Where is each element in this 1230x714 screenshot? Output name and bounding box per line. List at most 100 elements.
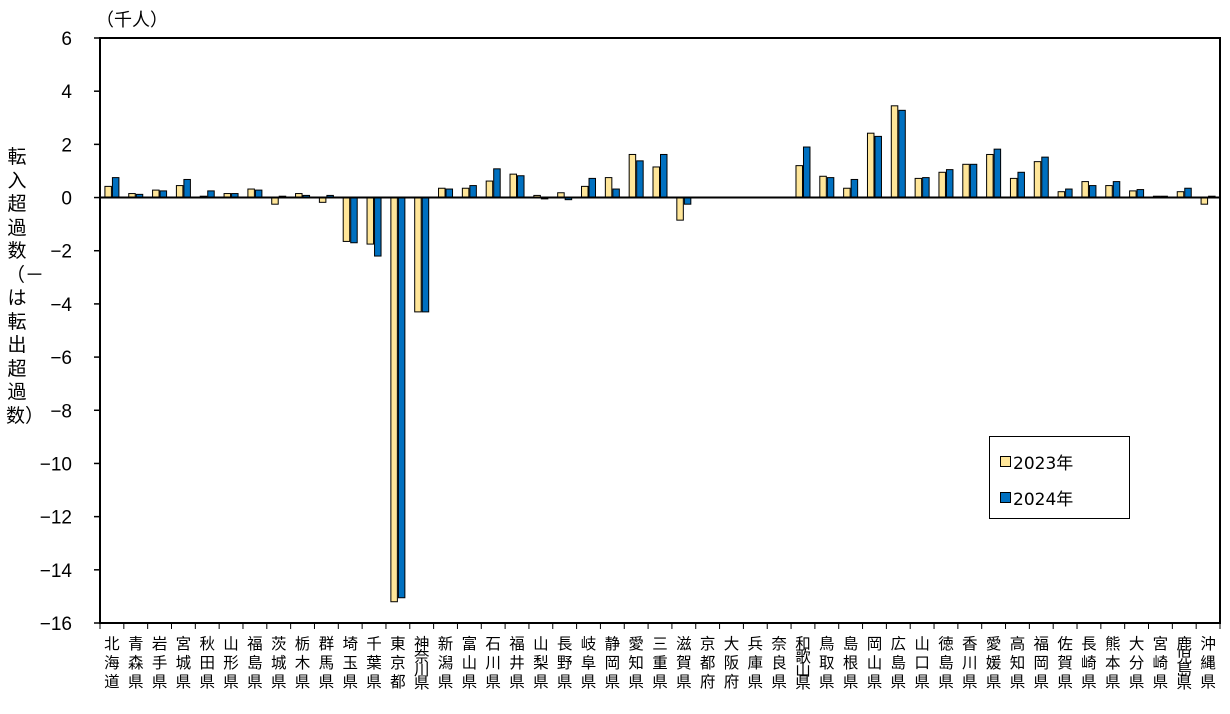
bar-2023 xyxy=(652,166,660,199)
bar-2024 xyxy=(350,197,358,244)
x-category-label: 徳島県 xyxy=(938,635,954,691)
x-category-label: 青森県 xyxy=(128,635,144,691)
bar-2024 xyxy=(111,177,120,199)
bar-2023 xyxy=(843,187,851,199)
bar-2024 xyxy=(874,135,882,199)
plot-area-border xyxy=(99,37,1221,624)
x-category-label: 岩手県 xyxy=(152,635,168,691)
y-tick-label: −4 xyxy=(50,295,72,316)
unit-label: （千人） xyxy=(96,10,168,31)
x-category-label: 東京都 xyxy=(390,635,406,691)
bar-2023 xyxy=(485,180,494,199)
x-category-label: 鳥取県 xyxy=(819,635,835,691)
y-tick-label: −2 xyxy=(50,242,72,263)
x-category-label: 佐賀県 xyxy=(1057,635,1073,691)
bar-2024 xyxy=(850,178,859,199)
x-category-label: 奈良県 xyxy=(771,635,787,691)
x-category-label: 滋賀県 xyxy=(676,635,692,691)
x-category-label: 高知県 xyxy=(1010,635,1026,691)
bar-2024 xyxy=(1112,181,1121,199)
bar-2024 xyxy=(183,178,191,199)
bar-2023 xyxy=(795,165,803,199)
x-category-label: 岡山県 xyxy=(867,635,883,691)
bar-2023 xyxy=(628,153,637,199)
bar-2023 xyxy=(962,163,970,199)
x-category-label: 山口県 xyxy=(914,635,930,691)
legend-swatch-2024 xyxy=(1000,492,1011,503)
x-category-label: 愛知県 xyxy=(628,635,644,691)
y-tick-label: −16 xyxy=(40,614,72,635)
y-tick-label: −14 xyxy=(40,561,73,582)
bar-2024 xyxy=(969,163,978,199)
y-tick-label: 2 xyxy=(61,135,72,156)
bar-2023 xyxy=(175,185,184,199)
bar-2024 xyxy=(922,177,930,199)
x-category-label: 静岡県 xyxy=(605,635,621,691)
bar-2024 xyxy=(517,175,525,199)
bar-2023 xyxy=(509,173,518,199)
bar-2023 xyxy=(438,187,446,199)
x-category-label: 島根県 xyxy=(843,635,859,691)
bar-2024 xyxy=(1041,156,1049,199)
x-category-label: 岐阜県 xyxy=(581,635,597,691)
x-category-label: 神奈川県 xyxy=(414,635,430,692)
bar-2023 xyxy=(938,171,946,199)
bar-2024 xyxy=(802,146,811,199)
x-category-label: 北海道 xyxy=(104,635,120,691)
bar-2024 xyxy=(397,197,406,599)
x-category-label: 和歌山県 xyxy=(795,635,811,692)
bar-2024 xyxy=(660,153,668,199)
x-category-label: 千葉県 xyxy=(366,635,382,691)
x-category-label: 長崎県 xyxy=(1081,635,1097,691)
y-tick-label: 4 xyxy=(61,82,72,103)
bars-group xyxy=(100,105,1220,603)
bar-2023 xyxy=(390,197,398,603)
bar-2024 xyxy=(445,188,454,199)
bar-2023 xyxy=(890,105,899,199)
bar-2023 xyxy=(152,189,160,199)
bar-2024 xyxy=(1065,188,1073,199)
bar-2023 xyxy=(1081,181,1089,199)
legend-item-2023: 2023年 xyxy=(1000,449,1073,474)
x-category-label: 埼玉県 xyxy=(342,635,358,691)
bar-2023 xyxy=(581,185,589,199)
x-category-label: 熊本県 xyxy=(1105,635,1121,691)
bar-2024 xyxy=(588,177,597,199)
x-category-label: 茨城県 xyxy=(271,635,287,691)
bar-2024 xyxy=(636,160,644,199)
bar-2023 xyxy=(1033,161,1042,199)
y-tick-label: 0 xyxy=(61,189,72,210)
bar-2024 xyxy=(898,109,906,199)
x-axis: 北海道青森県岩手県宮城県秋田県山形県福島県茨城県栃木県群馬県埼玉県千葉県東京都神… xyxy=(99,623,1221,692)
x-category-label: 京都府 xyxy=(700,635,716,691)
x-category-label: 大阪府 xyxy=(724,635,740,691)
bar-2024 xyxy=(1017,171,1025,199)
y-tick-label: 6 xyxy=(61,29,72,50)
legend-label-2024: 2024年 xyxy=(1013,490,1074,510)
bar-2024 xyxy=(945,169,954,199)
legend: 2023年 2024年 xyxy=(989,436,1130,519)
y-tick-label: −10 xyxy=(40,454,72,475)
x-category-label: 栃木県 xyxy=(295,635,311,691)
x-category-label: 群馬県 xyxy=(319,635,335,691)
x-category-label: 鹿児島県 xyxy=(1176,635,1192,692)
bar-2024 xyxy=(1136,189,1145,199)
bar-2023 xyxy=(342,197,351,242)
x-category-label: 香川県 xyxy=(962,635,978,691)
bar-2023 xyxy=(986,153,994,199)
bar-2024 xyxy=(374,197,382,257)
x-category-label: 山梨県 xyxy=(533,635,549,691)
x-category-label: 沖縄県 xyxy=(1200,635,1216,691)
bar-2023 xyxy=(604,177,613,199)
bar-2024 xyxy=(493,168,501,199)
bar-2023 xyxy=(461,187,470,199)
bar-2024 xyxy=(612,188,620,199)
bar-2023 xyxy=(676,197,684,221)
bar-2024 xyxy=(469,185,477,199)
x-category-label: 大分県 xyxy=(1129,635,1145,691)
bar-2023 xyxy=(1009,177,1018,199)
x-category-label: 石川県 xyxy=(485,635,501,691)
bar-2024 xyxy=(826,177,835,199)
y-tick-label: −6 xyxy=(50,348,72,369)
